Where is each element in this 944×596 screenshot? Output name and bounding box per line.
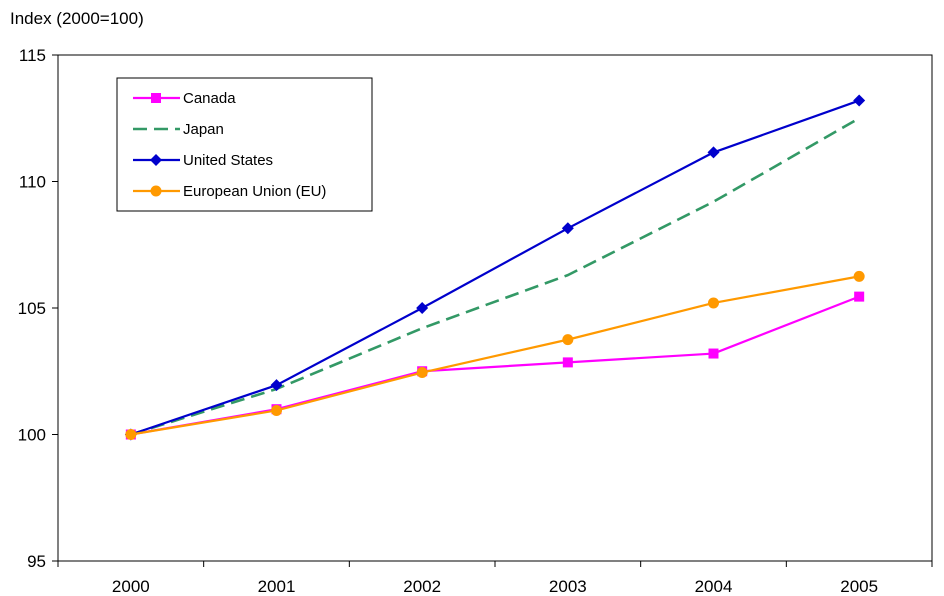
- series-line: [130, 295, 860, 436]
- data-point: [707, 146, 720, 159]
- data-point: [561, 222, 574, 235]
- series-line: [130, 117, 860, 436]
- data-point: [416, 302, 429, 314]
- y-tick-label: 110: [19, 173, 46, 192]
- data-point: [125, 429, 137, 440]
- legend-marker: [150, 185, 162, 197]
- data-point: [708, 348, 719, 359]
- legend-item: European Union (EU): [133, 183, 326, 200]
- series-united-states: [124, 94, 866, 441]
- data-point: [271, 404, 282, 416]
- axes: [52, 54, 933, 567]
- legend-marker: [150, 154, 162, 166]
- legend-item: Canada: [133, 90, 236, 107]
- y-tick-label: 115: [19, 46, 46, 65]
- data-point: [853, 270, 865, 282]
- y-tick-label: 100: [18, 426, 46, 445]
- y-tick-label: 105: [18, 299, 46, 318]
- legend-label: United States: [183, 152, 273, 169]
- series-layer: [124, 94, 866, 441]
- x-tick-label: 2002: [403, 577, 441, 596]
- series-line: [130, 275, 860, 436]
- x-tick-labels: 2000 2001 2002 2003 2004 2005: [112, 577, 878, 596]
- data-point: [270, 379, 283, 392]
- data-point: [562, 357, 573, 368]
- legend-item: United States: [133, 152, 273, 169]
- x-tick-label: 2001: [258, 577, 296, 596]
- y-tick-labels: 95 100 105 110 115: [18, 46, 46, 571]
- y-axis-title: Index (2000=100): [10, 9, 144, 28]
- series-european-union-eu: [125, 270, 865, 440]
- legend-label: European Union (EU): [183, 183, 326, 200]
- data-point: [562, 334, 574, 346]
- x-tick-label: 2005: [840, 577, 878, 596]
- y-tick-label: 95: [27, 552, 46, 571]
- legend-marker: [151, 93, 161, 103]
- legend-item: Japan: [133, 121, 224, 138]
- data-point: [416, 367, 428, 379]
- data-point: [854, 291, 865, 302]
- legend-label: Japan: [183, 121, 224, 138]
- x-tick-label: 2000: [112, 577, 150, 596]
- series-line: [130, 99, 860, 436]
- legend-label: Canada: [183, 90, 236, 107]
- x-tick-label: 2004: [695, 577, 733, 596]
- legend: Canada Japan United States European Union (…: [116, 77, 373, 212]
- series-japan: [130, 117, 860, 436]
- data-point: [853, 94, 866, 107]
- data-point: [708, 297, 719, 309]
- x-tick-label: 2003: [549, 577, 587, 596]
